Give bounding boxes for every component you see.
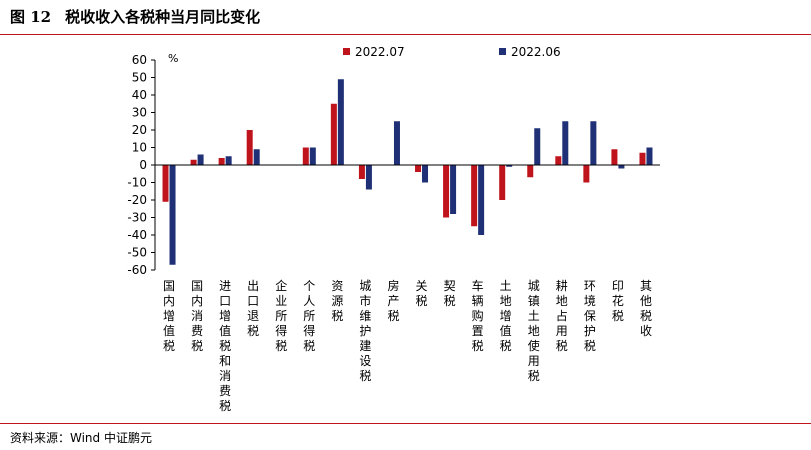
top-divider bbox=[0, 34, 811, 35]
bar-2022.07-2 bbox=[218, 158, 225, 165]
x-category-label: 出口退税 bbox=[247, 279, 259, 338]
bar-2022.06-7 bbox=[365, 165, 372, 190]
x-category-label: 耕地占用税 bbox=[556, 278, 568, 353]
bar-2022.07-11 bbox=[471, 165, 478, 227]
bar-2022.07-0 bbox=[162, 165, 169, 202]
x-category-label: 国内消费税 bbox=[191, 279, 203, 353]
bar-2022.06-6 bbox=[337, 79, 344, 165]
bar-2022.07-12 bbox=[499, 165, 506, 200]
source-note: 资料来源：Wind 中证鹏元 bbox=[10, 431, 152, 445]
y-tick-label: -30 bbox=[127, 211, 147, 225]
bottom-divider bbox=[0, 423, 811, 424]
y-tick-label: -60 bbox=[127, 263, 147, 277]
bar-2022.06-5 bbox=[309, 147, 316, 165]
bar-2022.06-10 bbox=[450, 165, 457, 214]
x-category-label: 关税 bbox=[416, 279, 428, 308]
bar-2022.06-16 bbox=[618, 165, 625, 169]
x-category-label: 土地增值税 bbox=[500, 279, 512, 353]
bar-2022.07-16 bbox=[611, 149, 618, 165]
legend-swatch-2022.06 bbox=[499, 48, 506, 55]
x-category-label: 进口增值税和消费税 bbox=[219, 279, 231, 413]
bar-2022.06-15 bbox=[590, 121, 597, 165]
bar-2022.07-1 bbox=[190, 159, 197, 165]
bar-2022.07-3 bbox=[246, 130, 253, 165]
bar-2022.07-7 bbox=[358, 165, 365, 179]
x-category-label: 其他税收 bbox=[640, 279, 652, 338]
x-category-label: 车辆购置税 bbox=[472, 278, 484, 353]
bar-2022.06-17 bbox=[646, 147, 653, 165]
x-category-label: 城市维护建设税 bbox=[359, 279, 371, 383]
bar-2022.06-9 bbox=[422, 165, 429, 183]
bar-2022.07-5 bbox=[302, 147, 309, 165]
x-category-label: 资源税 bbox=[331, 279, 343, 323]
bar-2022.07-15 bbox=[583, 165, 590, 183]
x-category-label: 环境保护税 bbox=[584, 279, 596, 353]
bar-2022.06-8 bbox=[393, 121, 400, 165]
x-category-label: 房产税 bbox=[387, 278, 399, 323]
bar-2022.07-14 bbox=[555, 156, 562, 165]
bar-chart: 60 50 40 30 20 10 0 -10 -20 -30 -40 -50 -60% 国内增值税 国内消… bbox=[127, 45, 660, 413]
y-tick-label: 0 bbox=[139, 158, 147, 172]
bar-2022.06-13 bbox=[534, 128, 541, 165]
legend-swatch-2022.07 bbox=[343, 48, 350, 55]
figure-title-text: 税收收入各税种当月同比变化 bbox=[65, 8, 261, 26]
y-tick-label: -20 bbox=[127, 193, 147, 207]
bar-2022.06-3 bbox=[253, 149, 260, 165]
figure-label: 图 12 bbox=[10, 8, 52, 26]
x-category-label: 国内增值税 bbox=[163, 279, 175, 353]
bar-2022.06-11 bbox=[478, 165, 485, 235]
figure-title: 图 12 税收收入各税种当月同比变化 bbox=[10, 6, 260, 27]
y-tick-label: 60 bbox=[132, 53, 147, 67]
bar-2022.07-13 bbox=[527, 165, 534, 178]
legend-label: 2022.07 bbox=[355, 45, 405, 59]
bar-2022.07-17 bbox=[639, 152, 646, 165]
y-tick-label: 20 bbox=[132, 123, 147, 137]
bar-2022.06-2 bbox=[225, 156, 232, 165]
bar-2022.06-14 bbox=[562, 121, 569, 165]
y-tick-label: -10 bbox=[127, 176, 147, 190]
x-category-label: 城镇土地使用税 bbox=[528, 279, 540, 383]
bar-2022.07-10 bbox=[443, 165, 450, 218]
bar-2022.06-12 bbox=[506, 165, 513, 167]
x-category-label: 企业所得税 bbox=[275, 278, 287, 353]
y-tick-label: -40 bbox=[127, 228, 147, 242]
y-tick-label: -50 bbox=[127, 246, 147, 260]
y-tick-label: 50 bbox=[132, 71, 147, 85]
legend-label: 2022.06 bbox=[511, 45, 561, 59]
bar-2022.07-9 bbox=[415, 165, 422, 172]
x-category-label: 印花税 bbox=[612, 279, 624, 323]
x-category-label: 个人所得税 bbox=[303, 279, 315, 353]
y-tick-label: 40 bbox=[132, 88, 147, 102]
y-tick-label: 30 bbox=[132, 106, 147, 120]
bar-2022.07-6 bbox=[330, 103, 337, 165]
y-unit-label: % bbox=[168, 52, 178, 65]
y-tick-label: 10 bbox=[132, 141, 147, 155]
bar-2022.06-0 bbox=[169, 165, 176, 265]
x-category-label: 契税 bbox=[444, 279, 456, 308]
bar-2022.06-1 bbox=[197, 154, 204, 165]
